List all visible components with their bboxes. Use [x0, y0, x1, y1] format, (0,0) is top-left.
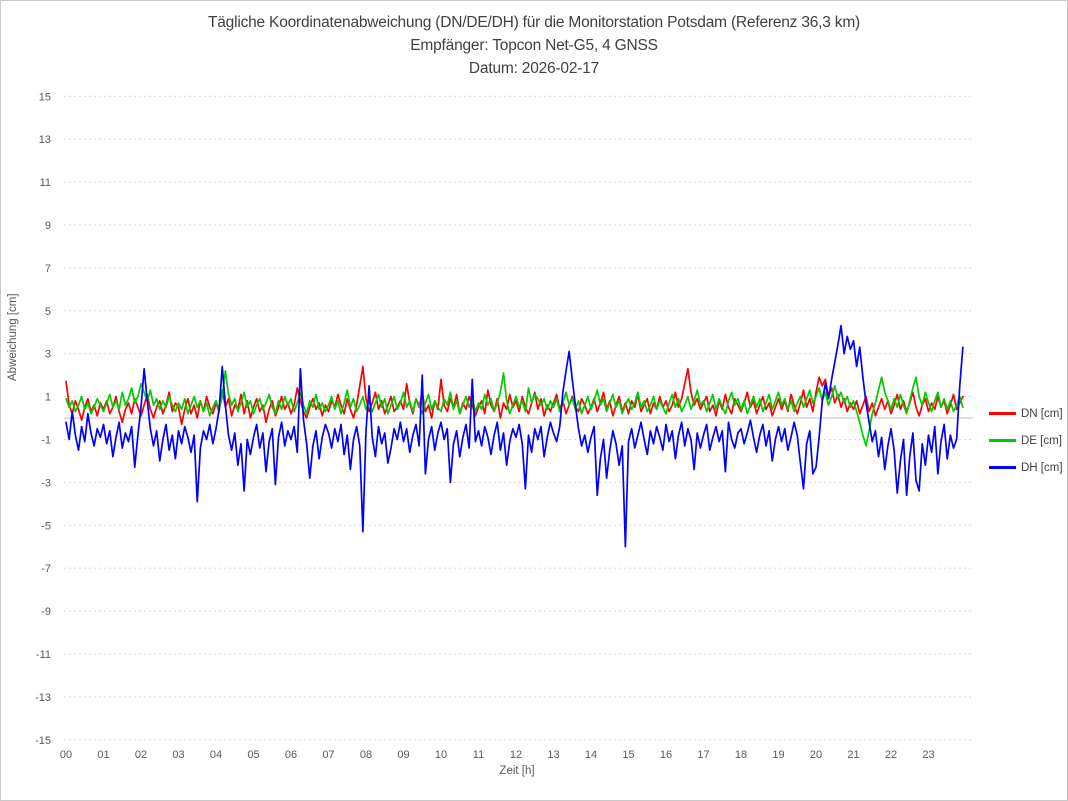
svg-text:02: 02: [135, 749, 147, 761]
svg-text:04: 04: [210, 749, 222, 761]
chart-title: Tägliche Koordinatenabweichung (DN/DE/DH…: [207, 14, 861, 31]
legend-label-dh: DH [cm]: [1021, 461, 1063, 474]
legend-item-de: DE [cm]: [989, 427, 1063, 454]
svg-text:-1: -1: [41, 434, 51, 446]
svg-text:11: 11: [40, 177, 51, 189]
svg-text:-13: -13: [35, 692, 51, 704]
svg-text:5: 5: [45, 306, 51, 318]
svg-text:11: 11: [473, 749, 484, 761]
svg-text:23: 23: [922, 749, 934, 761]
legend-label-de: DE [cm]: [1021, 434, 1062, 447]
legend: DN [cm] DE [cm] DH [cm]: [989, 400, 1063, 481]
svg-text:19: 19: [772, 749, 784, 761]
svg-text:7: 7: [45, 263, 51, 275]
svg-text:-9: -9: [41, 606, 51, 618]
svg-text:22: 22: [885, 749, 897, 761]
svg-text:-7: -7: [41, 563, 51, 575]
svg-text:20: 20: [810, 749, 822, 761]
legend-swatch-dn-line: [989, 412, 1016, 415]
legend-swatch-dh-line: [989, 466, 1016, 469]
svg-text:-3: -3: [41, 477, 51, 489]
legend-swatch-de-line: [989, 439, 1016, 442]
svg-text:15: 15: [622, 749, 634, 761]
svg-text:14: 14: [585, 749, 597, 761]
legend-item-dn: DN [cm]: [989, 400, 1063, 427]
svg-text:05: 05: [247, 749, 259, 761]
legend-item-dh: DH [cm]: [989, 454, 1063, 481]
svg-text:09: 09: [397, 749, 409, 761]
legend-label-dn: DN [cm]: [1021, 407, 1063, 420]
svg-text:3: 3: [45, 349, 51, 361]
chart-date: Datum: 2026-02-17: [468, 60, 600, 77]
svg-text:1: 1: [45, 392, 51, 404]
svg-text:13: 13: [39, 134, 51, 146]
svg-text:00: 00: [60, 749, 72, 761]
svg-text:17: 17: [697, 749, 709, 761]
svg-text:13: 13: [547, 749, 559, 761]
svg-text:03: 03: [172, 749, 184, 761]
svg-text:06: 06: [285, 749, 297, 761]
svg-text:15: 15: [39, 91, 51, 103]
svg-text:16: 16: [660, 749, 672, 761]
x-axis-title: Zeit [h]: [499, 765, 535, 777]
svg-text:12: 12: [510, 749, 522, 761]
svg-text:08: 08: [360, 749, 372, 761]
svg-text:21: 21: [847, 749, 859, 761]
svg-text:9: 9: [45, 220, 51, 232]
svg-text:10: 10: [435, 749, 447, 761]
chart-title-block: Tägliche Koordinatenabweichung (DN/DE/DH…: [1, 11, 1067, 80]
chart-subtitle: Empfänger: Topcon Net-G5, 4 GNSS: [410, 37, 658, 54]
svg-text:-15: -15: [35, 735, 51, 747]
svg-text:18: 18: [735, 749, 747, 761]
svg-text:01: 01: [97, 749, 109, 761]
svg-text:-11: -11: [36, 649, 51, 661]
svg-text:07: 07: [322, 749, 334, 761]
y-axis-title: Abweichung [cm]: [7, 293, 19, 381]
svg-text:-5: -5: [41, 520, 51, 532]
